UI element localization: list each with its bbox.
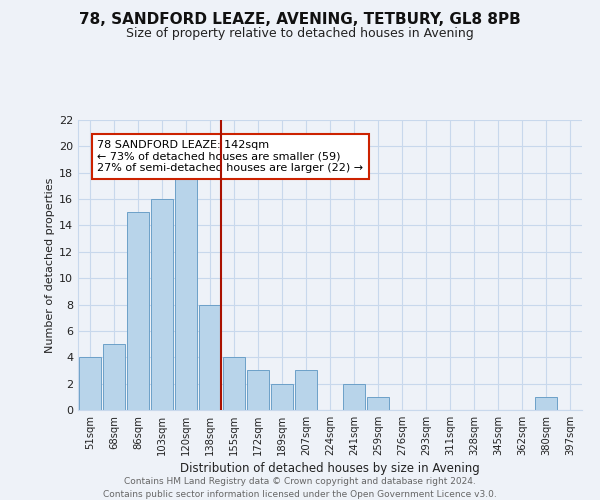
Bar — [151, 199, 173, 410]
Y-axis label: Number of detached properties: Number of detached properties — [45, 178, 55, 352]
Text: Size of property relative to detached houses in Avening: Size of property relative to detached ho… — [126, 28, 474, 40]
X-axis label: Distribution of detached houses by size in Avening: Distribution of detached houses by size … — [180, 462, 480, 475]
Bar — [223, 358, 245, 410]
Text: Contains HM Land Registry data © Crown copyright and database right 2024.: Contains HM Land Registry data © Crown c… — [124, 478, 476, 486]
Bar — [199, 304, 221, 410]
Text: 78, SANDFORD LEAZE, AVENING, TETBURY, GL8 8PB: 78, SANDFORD LEAZE, AVENING, TETBURY, GL… — [79, 12, 521, 28]
Bar — [79, 358, 101, 410]
Bar — [103, 344, 125, 410]
Text: 78 SANDFORD LEAZE: 142sqm
← 73% of detached houses are smaller (59)
27% of semi-: 78 SANDFORD LEAZE: 142sqm ← 73% of detac… — [97, 140, 364, 173]
Bar — [343, 384, 365, 410]
Bar — [295, 370, 317, 410]
Bar — [271, 384, 293, 410]
Bar — [175, 172, 197, 410]
Bar — [367, 397, 389, 410]
Bar — [127, 212, 149, 410]
Bar — [535, 397, 557, 410]
Text: Contains public sector information licensed under the Open Government Licence v3: Contains public sector information licen… — [103, 490, 497, 499]
Bar — [247, 370, 269, 410]
